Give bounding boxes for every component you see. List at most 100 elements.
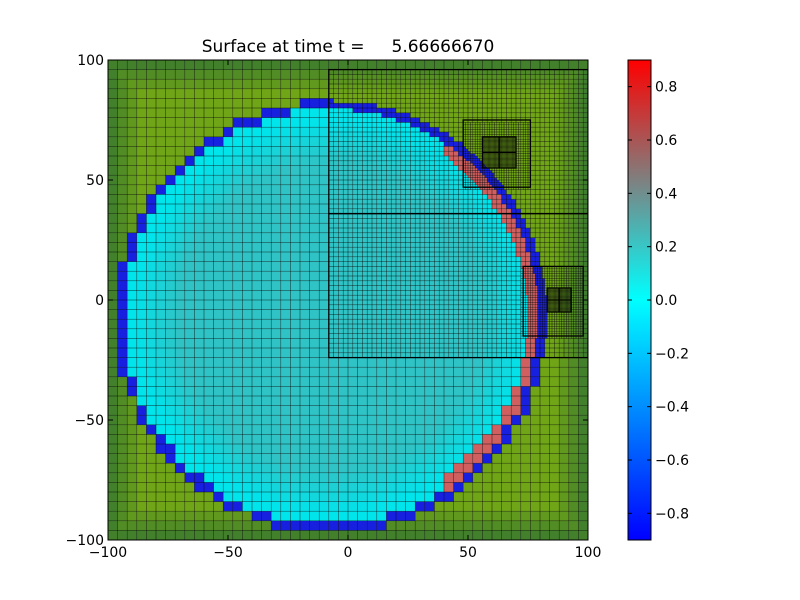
surface-cell — [362, 161, 367, 166]
surface-cell — [194, 463, 204, 473]
surface-cell — [358, 238, 363, 243]
surface-cell — [372, 113, 377, 118]
surface-cell — [511, 463, 521, 473]
surface-cell — [468, 168, 470, 170]
surface-cell — [329, 247, 334, 252]
surface-cell — [410, 127, 415, 132]
surface-cell — [410, 122, 415, 127]
surface-cell — [473, 463, 483, 473]
surface-cell — [396, 334, 401, 339]
surface-cell — [137, 386, 147, 396]
surface-cell — [271, 492, 281, 502]
surface-cell — [492, 396, 502, 406]
surface-cell — [444, 358, 454, 368]
surface-cell — [204, 223, 214, 233]
surface-cell — [194, 530, 204, 540]
surface-cell — [146, 108, 156, 118]
surface-cell — [362, 281, 367, 286]
surface-cell — [343, 161, 348, 166]
surface-cell — [118, 242, 128, 252]
surface-cell — [310, 70, 320, 80]
surface-cell — [262, 502, 272, 512]
surface-cell — [156, 290, 166, 300]
surface-cell — [468, 173, 470, 175]
surface-cell — [492, 113, 497, 118]
surface-cell — [482, 190, 487, 195]
surface-cell — [338, 334, 343, 339]
surface-cell — [194, 137, 204, 147]
surface-cell — [204, 434, 214, 444]
surface-cell — [504, 175, 506, 177]
surface-cell — [415, 434, 425, 444]
surface-cell — [434, 190, 439, 195]
surface-cell — [410, 334, 415, 339]
surface-cell — [348, 434, 358, 444]
surface-cell — [319, 175, 329, 185]
surface-cell — [343, 209, 348, 214]
surface-cell — [194, 271, 204, 281]
surface-cell — [439, 132, 444, 137]
surface-cell — [454, 257, 459, 262]
surface-cell — [494, 173, 496, 175]
surface-cell — [401, 266, 406, 271]
surface-cell — [223, 310, 233, 320]
surface-cell — [334, 214, 339, 219]
surface-cell — [300, 329, 310, 339]
surface-cell — [478, 281, 483, 286]
surface-cell — [223, 473, 233, 483]
surface-cell — [516, 214, 521, 219]
surface-cell — [319, 530, 329, 540]
surface-cell — [118, 482, 128, 492]
surface-cell — [290, 425, 300, 435]
surface-cell — [458, 214, 463, 219]
surface-cell — [410, 142, 415, 147]
surface-cell — [473, 343, 478, 348]
surface-cell — [475, 166, 477, 168]
surface-cell — [194, 521, 204, 531]
surface-cell — [439, 79, 444, 84]
surface-cell — [499, 180, 501, 182]
surface-cell — [271, 300, 281, 310]
surface-cell — [406, 108, 411, 113]
surface-cell — [377, 305, 382, 310]
surface-cell — [166, 185, 176, 195]
surface-cell — [118, 233, 128, 243]
surface-cell — [185, 271, 195, 281]
surface-cell — [367, 286, 372, 291]
surface-cell — [358, 300, 363, 305]
surface-cell — [430, 108, 435, 113]
surface-cell — [372, 266, 377, 271]
surface-cell — [430, 70, 435, 75]
surface-cell — [487, 132, 489, 134]
surface-cell — [444, 146, 449, 151]
surface-cell — [497, 218, 502, 223]
surface-cell — [252, 406, 262, 416]
surface-cell — [391, 170, 396, 175]
surface-cell — [482, 358, 492, 368]
surface-cell — [367, 175, 372, 180]
surface-cell — [377, 266, 382, 271]
surface-cell — [137, 271, 147, 281]
surface-cell — [475, 161, 477, 163]
surface-cell — [434, 502, 444, 512]
surface-cell — [478, 134, 480, 136]
surface-cell — [463, 218, 468, 223]
surface-cell — [458, 118, 463, 123]
surface-cell — [396, 122, 401, 127]
surface-cell — [514, 173, 516, 175]
surface-cell — [434, 511, 444, 521]
surface-cell — [478, 271, 483, 276]
surface-cell — [367, 233, 372, 238]
surface-cell — [156, 511, 166, 521]
surface-cell — [425, 521, 435, 531]
surface-cell — [454, 161, 459, 166]
surface-cell — [233, 290, 243, 300]
surface-cell — [449, 218, 454, 223]
surface-cell — [478, 290, 483, 295]
surface-cell — [252, 377, 262, 387]
surface-cell — [334, 132, 339, 137]
surface-cell — [444, 530, 454, 540]
surface-cell — [233, 223, 243, 233]
surface-cell — [281, 415, 291, 425]
surface-cell — [310, 89, 320, 99]
